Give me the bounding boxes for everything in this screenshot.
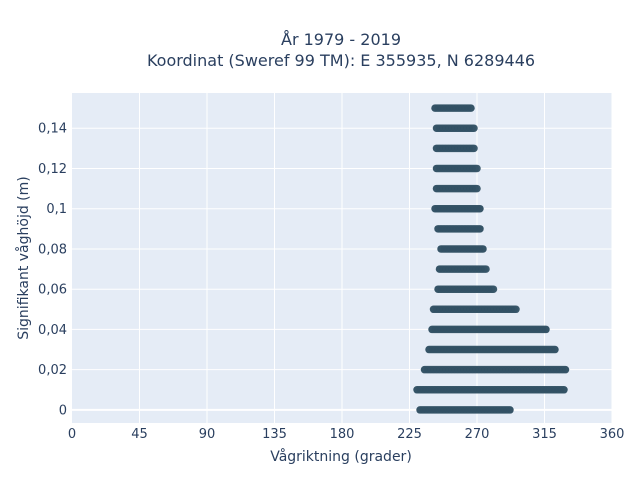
data-point xyxy=(472,165,479,172)
data-points xyxy=(413,104,570,414)
x-tick-label: 180 xyxy=(330,427,355,442)
y-tick-label: 0,12 xyxy=(38,162,67,177)
x-tick-label: 45 xyxy=(131,427,148,442)
y-axis-ticks: 0 0,02 0,04 0,06 0,08 0,1 0,12 0,14 xyxy=(38,122,67,419)
x-axis-ticks: 0 45 90 135 180 225 270 315 360 xyxy=(68,427,625,442)
x-tick-label: 225 xyxy=(397,427,422,442)
y-tick-label: 0,06 xyxy=(38,283,67,298)
data-point xyxy=(479,245,487,253)
data-point xyxy=(551,346,559,353)
x-tick-label: 0 xyxy=(68,427,76,442)
data-point xyxy=(488,285,496,293)
data-point xyxy=(472,185,479,192)
y-tick-label: 0 xyxy=(59,403,67,418)
data-point xyxy=(511,305,518,313)
x-tick-label: 90 xyxy=(199,427,216,442)
chart-title-line2: Koordinat (Sweref 99 TM): E 355935, N 62… xyxy=(147,51,535,70)
x-tick-label: 360 xyxy=(600,427,625,442)
y-tick-label: 0,08 xyxy=(38,242,67,257)
y-tick-label: 0,02 xyxy=(38,363,67,378)
y-tick-label: 0,14 xyxy=(38,122,67,137)
data-point xyxy=(467,104,475,112)
x-tick-label: 315 xyxy=(532,427,557,442)
chart-title-line1: År 1979 - 2019 xyxy=(281,30,401,49)
x-tick-label: 135 xyxy=(262,427,287,442)
data-point xyxy=(560,386,568,394)
data-point xyxy=(481,265,488,273)
data-point xyxy=(506,406,514,414)
data-point xyxy=(469,124,476,132)
x-axis-label: Vågriktning (grader) xyxy=(270,448,412,465)
x-tick-label: 270 xyxy=(465,427,490,442)
data-point xyxy=(562,366,569,374)
data-point xyxy=(542,326,550,333)
y-tick-label: 0,04 xyxy=(38,323,67,338)
y-tick-label: 0,1 xyxy=(46,202,67,217)
data-point xyxy=(476,205,484,213)
data-point xyxy=(476,225,484,233)
data-point xyxy=(469,144,476,152)
y-axis-label: Signifikant våghöjd (m) xyxy=(15,176,32,339)
